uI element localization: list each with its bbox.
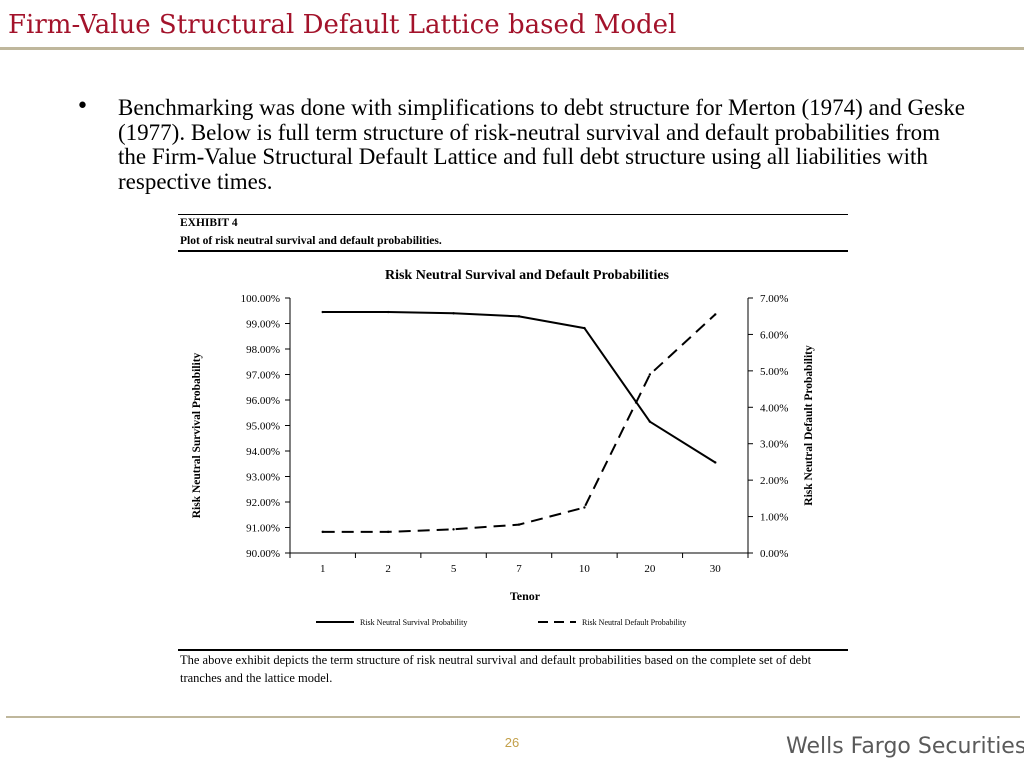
left-y-axis-title: Risk Neutral Survival Probability — [191, 352, 203, 518]
exhibit-top-rule — [178, 214, 848, 215]
left-y-tick-label: 99.00% — [246, 319, 280, 331]
left-y-tick-label: 93.00% — [246, 472, 280, 484]
default-data-point — [648, 373, 652, 376]
survival-data-point — [321, 310, 324, 314]
right-y-tick-label: 2.00% — [760, 475, 788, 487]
page-number: 26 — [504, 735, 520, 750]
left-y-tick-label: 98.00% — [246, 344, 280, 356]
x-tick-label: 5 — [451, 563, 457, 575]
slide-title: Firm-Value Structural Default Lattice ba… — [8, 10, 677, 40]
survival-data-point — [386, 310, 390, 314]
default-data-point — [517, 523, 521, 526]
title-divider — [0, 47, 1024, 50]
bullet-text: Benchmarking was done with simplificatio… — [118, 95, 965, 194]
right-y-tick-label: 7.00% — [760, 293, 788, 305]
left-y-tick-label: 91.00% — [246, 523, 280, 535]
left-y-tick-label: 96.00% — [246, 395, 280, 407]
left-y-tick-label: 90.00% — [246, 548, 280, 560]
exhibit-footer-rule — [178, 649, 848, 651]
right-y-tick-label: 6.00% — [760, 329, 788, 341]
chart-title: Risk Neutral Survival and Default Probab… — [385, 268, 670, 283]
exhibit-label: EXHIBIT 4 — [180, 217, 238, 229]
exhibit-subtitle: Plot of risk neutral survival and defaul… — [180, 235, 442, 247]
left-y-tick-label: 94.00% — [246, 446, 280, 458]
right-y-tick-label: 1.00% — [760, 512, 788, 524]
legend-label-survival: Risk Neutral Survival Probability — [360, 618, 467, 627]
right-y-tick-label: 4.00% — [760, 402, 788, 414]
survival-data-point — [452, 312, 455, 315]
legend-label-default: Risk Neutral Default Probability — [582, 618, 686, 627]
x-tick-label: 7 — [516, 563, 522, 575]
survival-probability-line — [322, 311, 716, 464]
x-tick-label: 2 — [385, 563, 391, 575]
probability-chart: Risk Neutral Survival and Default Probab… — [191, 268, 815, 627]
survival-data-point — [648, 420, 652, 423]
default-data-point — [583, 506, 586, 509]
default-data-point — [452, 528, 455, 531]
survival-data-point — [583, 326, 586, 330]
x-tick-label: 1 — [320, 563, 326, 575]
default-probability-line — [322, 313, 716, 533]
exhibit-caption: The above exhibit depicts the term struc… — [180, 653, 812, 685]
right-y-tick-label: 5.00% — [760, 366, 788, 378]
x-tick-label: 20 — [644, 563, 656, 575]
brand-logo: Wells Fargo Securities — [786, 734, 1024, 759]
left-y-tick-label: 97.00% — [246, 370, 280, 382]
default-data-point — [386, 530, 390, 534]
left-y-tick-label: 95.00% — [246, 421, 280, 433]
exhibit-header-rule — [178, 250, 848, 252]
x-axis-title: Tenor — [510, 589, 541, 603]
left-y-tick-label: 92.00% — [246, 497, 280, 509]
bullet-marker: • — [76, 94, 89, 119]
x-tick-label: 10 — [579, 563, 591, 575]
left-y-tick-label: 100.00% — [241, 293, 280, 305]
default-data-point — [321, 530, 324, 534]
x-tick-label: 30 — [710, 563, 722, 575]
survival-data-point — [517, 315, 521, 318]
right-y-tick-label: 3.00% — [760, 439, 788, 451]
default-data-point — [714, 313, 717, 316]
right-y-axis-title: Risk Neutral Default Probability — [803, 345, 815, 506]
footer-divider — [6, 716, 1020, 718]
right-y-tick-label: 0.00% — [760, 548, 788, 560]
survival-data-point — [714, 461, 717, 464]
